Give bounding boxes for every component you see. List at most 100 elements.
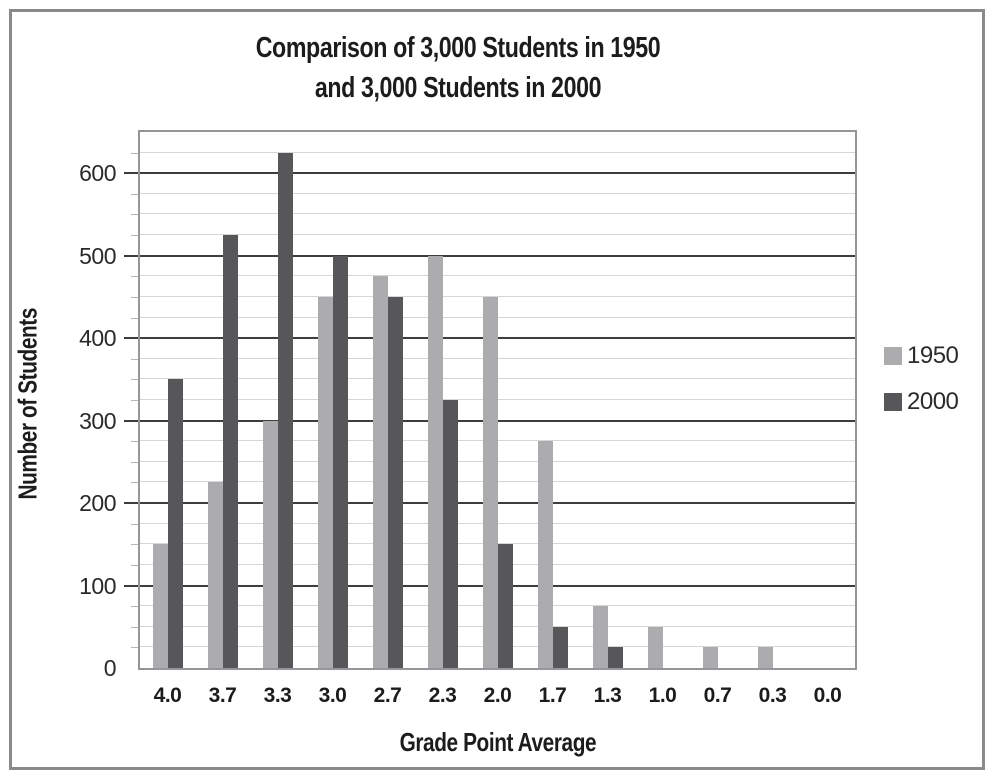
bar-1950-gpa-1.0 (647, 626, 663, 668)
bar-1950-gpa-0.3 (757, 647, 773, 668)
y-minor-tick-450 (131, 296, 138, 298)
y-minor-tick-625 (131, 152, 138, 154)
legend-label-2000: 2000 (907, 388, 959, 415)
y-major-tick-400 (124, 337, 138, 340)
y-minor-tick-150 (131, 544, 138, 546)
minor-gridline-150 (140, 543, 855, 545)
minor-gridline-450 (140, 295, 855, 297)
y-minor-tick-225 (131, 482, 138, 484)
minor-gridline-525 (140, 234, 855, 236)
chart-title-line-1: Comparison of 3,000 Students in 1950 (255, 32, 661, 64)
legend-label-1950: 1950 (907, 342, 959, 369)
minor-gridline-225 (140, 481, 855, 483)
y-major-tick-200 (124, 502, 138, 505)
x-tick-label-2.3: 2.3 (428, 684, 457, 707)
bar-2000-gpa-1.7 (552, 626, 568, 668)
bar-2000-gpa-2.3 (442, 400, 458, 668)
bar-2000-gpa-3.0 (332, 255, 348, 668)
plot-area (138, 130, 857, 670)
y-major-tick-600 (124, 172, 138, 175)
bar-1950-gpa-2.0 (482, 296, 498, 668)
major-gridline-400 (140, 337, 855, 340)
y-minor-tick-50 (131, 626, 138, 628)
y-minor-tick-275 (131, 441, 138, 443)
minor-gridline-475 (140, 275, 855, 277)
minor-gridline-350 (140, 378, 855, 380)
x-tick-label-1.3: 1.3 (593, 684, 622, 707)
y-tick-label-600: 600 (79, 160, 116, 187)
major-gridline-500 (140, 254, 855, 257)
y-minor-tick-425 (131, 317, 138, 319)
x-tick-label-1.7: 1.7 (538, 684, 567, 707)
minor-gridline-550 (140, 213, 855, 215)
x-axis-title: Grade Point Average (399, 727, 596, 757)
bar-1950-gpa-1.3 (592, 606, 608, 668)
y-minor-tick-475 (131, 276, 138, 278)
bar-1950-gpa-1.7 (537, 441, 553, 668)
x-tick-label-3.7: 3.7 (208, 684, 237, 707)
minor-gridline-175 (140, 522, 855, 524)
legend: 1950 2000 (884, 342, 959, 434)
y-minor-tick-25 (131, 647, 138, 649)
bar-1950-gpa-2.3 (427, 255, 443, 668)
bar-1950-gpa-3.0 (317, 296, 333, 668)
y-minor-tick-575 (131, 193, 138, 195)
minor-gridline-325 (140, 399, 855, 400)
major-gridline-600 (140, 172, 855, 175)
x-tick-label-2.0: 2.0 (483, 684, 512, 707)
x-tick-label-2.7: 2.7 (373, 684, 402, 707)
legend-entry-2000: 2000 (884, 388, 959, 416)
minor-gridline-275 (140, 440, 855, 442)
y-minor-tick-175 (131, 523, 138, 525)
minor-gridline-575 (140, 192, 855, 194)
minor-gridline-425 (140, 316, 855, 318)
bar-1950-gpa-2.7 (372, 276, 388, 668)
bar-2000-gpa-4.0 (167, 379, 183, 668)
x-tick-label-3.3: 3.3 (263, 684, 292, 707)
y-minor-tick-525 (131, 235, 138, 237)
major-gridline-300 (140, 419, 855, 422)
x-tick-label-0.0: 0.0 (813, 684, 842, 707)
bar-1950-gpa-0.7 (702, 647, 718, 668)
minor-gridline-250 (140, 460, 855, 462)
y-tick-label-300: 300 (79, 407, 116, 434)
y-tick-label-0: 0 (103, 655, 117, 681)
y-tick-label-100: 100 (79, 572, 116, 599)
legend-entry-1950: 1950 (884, 342, 959, 370)
y-minor-tick-75 (131, 606, 138, 608)
x-tick-label-0.7: 0.7 (703, 684, 732, 707)
y-axis-title: Number of Students (12, 307, 43, 500)
y-minor-tick-350 (131, 379, 138, 381)
bar-1950-gpa-4.0 (152, 544, 168, 668)
y-major-tick-300 (124, 419, 138, 422)
bar-1950-gpa-3.7 (207, 482, 223, 668)
x-tick-label-0.3: 0.3 (758, 684, 787, 707)
y-minor-tick-250 (131, 461, 138, 463)
y-minor-tick-325 (131, 400, 138, 401)
bar-2000-gpa-3.3 (277, 152, 293, 668)
chart-title: Comparison of 3,000 Students in 1950 and… (78, 28, 838, 108)
y-minor-tick-125 (131, 564, 138, 566)
y-tick-label-500: 500 (79, 242, 116, 269)
minor-gridline-375 (140, 357, 855, 359)
legend-swatch-1950 (884, 347, 902, 365)
legend-swatch-2000 (884, 393, 902, 411)
y-minor-tick-375 (131, 358, 138, 360)
y-tick-label-400: 400 (79, 325, 116, 352)
chart-title-line-2: and 3,000 Students in 2000 (314, 72, 602, 104)
y-tick-label-200: 200 (79, 490, 116, 517)
y-major-tick-500 (124, 254, 138, 257)
x-tick-label-4.0: 4.0 (153, 684, 182, 707)
bar-1950-gpa-3.3 (262, 420, 278, 668)
bar-2000-gpa-3.7 (222, 235, 238, 668)
y-major-tick-100 (124, 584, 138, 587)
bar-2000-gpa-2.0 (497, 544, 513, 668)
x-tick-label-1.0: 1.0 (648, 684, 677, 707)
y-minor-tick-550 (131, 214, 138, 216)
x-tick-label-3.0: 3.0 (318, 684, 347, 707)
minor-gridline-625 (140, 151, 855, 153)
bar-2000-gpa-1.3 (607, 647, 623, 668)
bar-2000-gpa-2.7 (387, 296, 403, 668)
major-gridline-200 (140, 502, 855, 505)
